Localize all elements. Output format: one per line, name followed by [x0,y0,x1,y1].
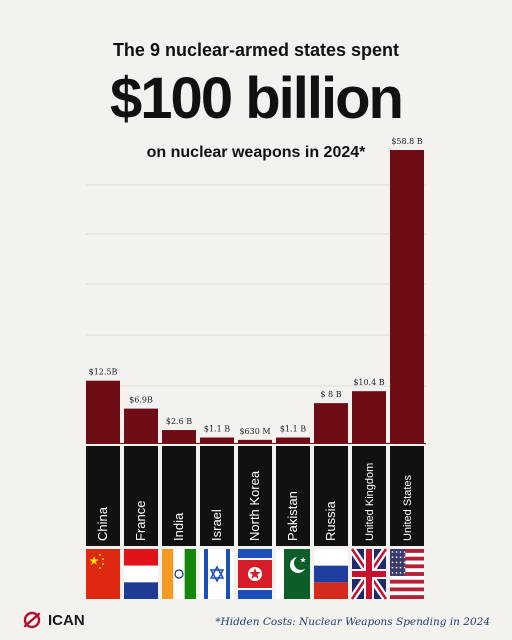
category-band [162,446,196,546]
value-label: $ 8 B [320,390,341,399]
headline-line-1: The 9 nuclear-armed states spent [112,40,400,60]
category-band [86,446,120,546]
ican-logo-text: ICAN [48,611,85,629]
ican-logo: ICAN [22,610,85,630]
russia-flag-icon [314,549,348,599]
category-label: United Kingdom [364,463,376,541]
value-label: $10.4 B [353,378,384,387]
headline-line-3: on nuclear weapons in 2024* [146,144,366,161]
bar-north-korea [238,439,272,443]
category-label: North Korea [247,470,262,541]
pakistan-flag-icon [276,549,310,599]
value-label: $12.5B [89,368,118,377]
ican-logo-icon [23,611,41,629]
category-label: Pakistan [285,491,300,541]
bar-israel [200,437,234,443]
value-label: $1.1 B [280,425,306,434]
united-kingdom-flag-icon [349,547,389,601]
category-band [390,446,424,546]
category-label: China [95,506,110,541]
category-label: India [171,512,186,541]
value-label: $630 M [239,427,270,436]
china-flag-icon [86,549,120,599]
value-label: $1.1 B [204,425,230,434]
category-band [124,446,158,546]
value-label: $2.6 B [166,417,192,426]
india-flag-icon [162,549,196,599]
bar-china [86,380,120,443]
bar-russia [314,403,348,443]
grid-lines [86,184,426,387]
category-label: United States [402,474,414,541]
category-band [238,446,272,546]
source-note: *Hidden Costs: Nuclear Weapons Spending … [215,616,490,628]
category-label: Russia [323,500,338,541]
bar-pakistan [276,437,310,443]
bar-france [124,408,158,443]
bar-united-states [390,150,424,443]
category-label: Israel [209,509,224,541]
category-band [352,446,386,546]
value-label: $58.8 B [391,137,422,146]
bar-india [162,430,196,443]
north-korea-flag-icon [238,549,272,599]
category-band [314,446,348,546]
israel-flag-icon [200,549,234,599]
category-band [276,446,310,546]
headline-amount: $100 billion [110,66,404,131]
bar-united-kingdom [352,391,386,443]
value-label: $6.9B [129,396,153,405]
united-states-flag-icon [390,549,424,599]
category-band [200,446,234,546]
category-label: France [133,501,148,541]
france-flag-icon [124,549,158,599]
